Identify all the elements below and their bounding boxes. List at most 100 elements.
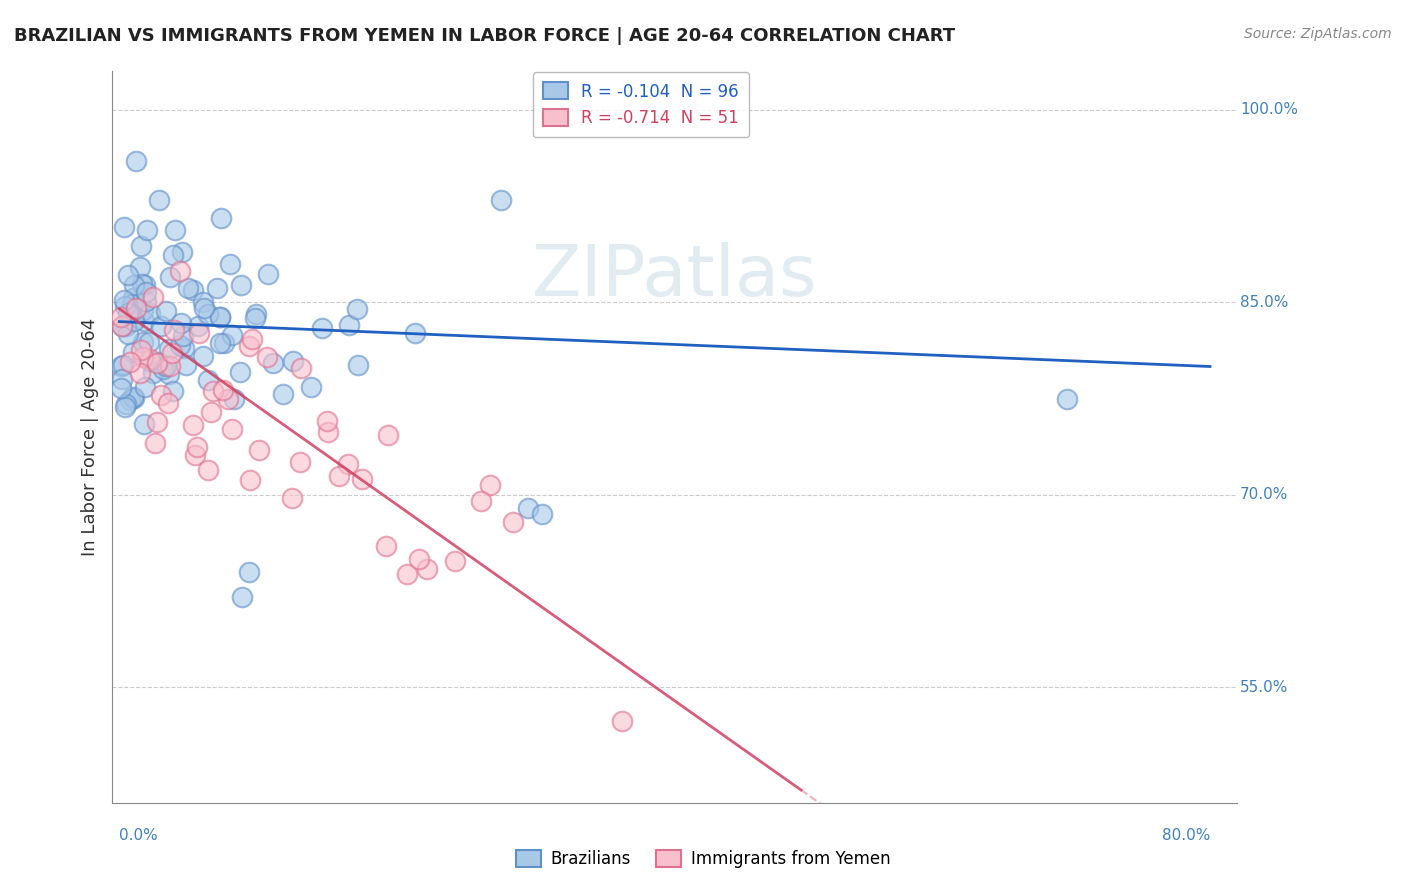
Point xyxy=(142,366,165,380)
Point xyxy=(352,472,374,486)
Point xyxy=(111,359,134,373)
Point xyxy=(408,552,430,566)
Point xyxy=(229,277,252,292)
Point xyxy=(193,349,215,363)
Point xyxy=(128,366,150,380)
Point xyxy=(212,335,235,350)
Text: BRAZILIAN VS IMMIGRANTS FROM YEMEN IN LABOR FORCE | AGE 20-64 CORRELATION CHART: BRAZILIAN VS IMMIGRANTS FROM YEMEN IN LA… xyxy=(14,27,955,45)
Point xyxy=(197,307,219,321)
Point xyxy=(209,310,232,324)
Point xyxy=(135,223,157,237)
Text: 85.0%: 85.0% xyxy=(1240,295,1288,310)
Point xyxy=(173,341,195,355)
Point xyxy=(444,554,467,568)
Point xyxy=(135,285,157,299)
Point xyxy=(188,326,211,340)
Text: 100.0%: 100.0% xyxy=(1240,103,1298,118)
Point xyxy=(129,239,152,253)
Point xyxy=(139,352,162,367)
Point xyxy=(174,358,197,372)
Point xyxy=(138,335,160,350)
Point xyxy=(148,193,170,207)
Point xyxy=(114,400,136,414)
Point xyxy=(328,469,350,483)
Point xyxy=(131,277,153,291)
Point xyxy=(132,313,155,327)
Point xyxy=(165,223,187,237)
Point xyxy=(221,327,243,342)
Point xyxy=(416,562,439,576)
Point xyxy=(146,415,169,429)
Point xyxy=(612,714,634,728)
Point xyxy=(128,260,150,274)
Text: 55.0%: 55.0% xyxy=(1240,680,1288,695)
Point xyxy=(191,295,214,310)
Point xyxy=(170,245,193,260)
Point xyxy=(149,387,172,401)
Point xyxy=(142,290,165,304)
Point xyxy=(221,422,243,436)
Point xyxy=(238,473,260,487)
Point xyxy=(120,355,142,369)
Point xyxy=(157,342,180,356)
Point xyxy=(146,355,169,369)
Point xyxy=(162,384,184,398)
Point xyxy=(110,380,132,394)
Point xyxy=(316,414,339,428)
Point xyxy=(152,361,174,376)
Point xyxy=(122,314,145,328)
Text: ZIPatlas: ZIPatlas xyxy=(531,242,818,310)
Point xyxy=(212,384,235,398)
Point xyxy=(281,491,304,506)
Point xyxy=(156,396,179,410)
Point xyxy=(124,154,146,169)
Point xyxy=(208,335,231,350)
Point xyxy=(479,478,502,492)
Point xyxy=(149,319,172,334)
Point xyxy=(257,267,280,281)
Point xyxy=(135,294,157,309)
Point xyxy=(202,384,225,398)
Point xyxy=(217,392,239,407)
Point xyxy=(1056,392,1078,406)
Point xyxy=(117,268,139,282)
Point xyxy=(470,493,492,508)
Point xyxy=(245,307,267,321)
Point xyxy=(271,387,294,401)
Point xyxy=(143,436,166,450)
Point xyxy=(377,428,399,442)
Point xyxy=(155,359,177,373)
Point xyxy=(118,306,141,320)
Text: 0.0%: 0.0% xyxy=(120,829,157,844)
Point xyxy=(404,326,426,341)
Point xyxy=(112,293,135,307)
Text: 70.0%: 70.0% xyxy=(1240,487,1288,502)
Point xyxy=(124,301,146,315)
Text: 80.0%: 80.0% xyxy=(1161,829,1211,844)
Point xyxy=(208,310,231,325)
Point xyxy=(337,457,360,471)
Point xyxy=(281,354,304,368)
Point xyxy=(132,350,155,364)
Point xyxy=(318,425,340,439)
Point xyxy=(124,277,146,292)
Point xyxy=(200,405,222,419)
Point xyxy=(181,417,204,432)
Point xyxy=(132,335,155,350)
Point xyxy=(146,356,169,370)
Point xyxy=(489,193,512,207)
Legend: Brazilians, Immigrants from Yemen: Brazilians, Immigrants from Yemen xyxy=(509,843,897,875)
Point xyxy=(122,292,145,306)
Point xyxy=(395,566,418,581)
Point xyxy=(122,345,145,359)
Point xyxy=(169,338,191,352)
Point xyxy=(159,270,181,285)
Point xyxy=(132,303,155,318)
Point xyxy=(337,318,360,333)
Point xyxy=(122,390,145,404)
Point xyxy=(125,301,148,316)
Y-axis label: In Labor Force | Age 20-64: In Labor Force | Age 20-64 xyxy=(80,318,98,557)
Point xyxy=(247,443,270,458)
Text: Source: ZipAtlas.com: Source: ZipAtlas.com xyxy=(1244,27,1392,41)
Point xyxy=(121,297,143,311)
